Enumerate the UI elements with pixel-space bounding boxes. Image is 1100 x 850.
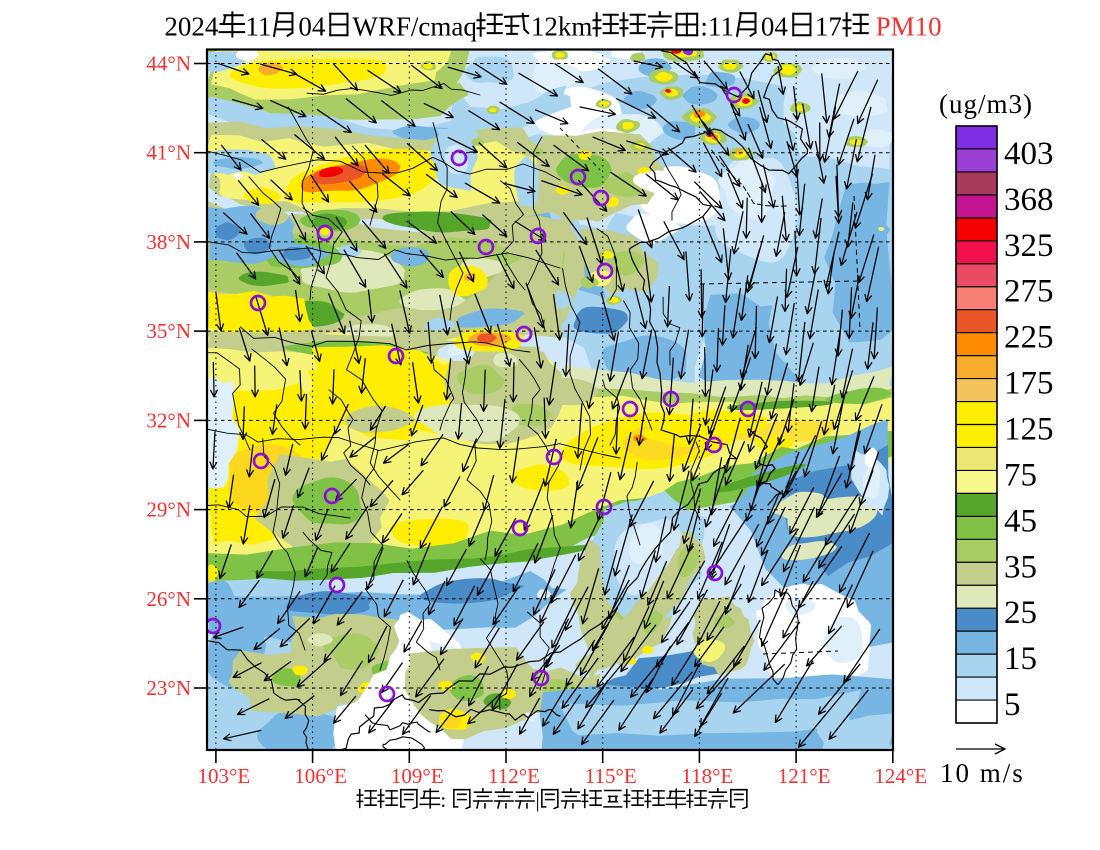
svg-text:121°E: 121°E [778, 764, 831, 788]
svg-text:45: 45 [1004, 503, 1037, 539]
svg-text:112°E: 112°E [488, 764, 540, 788]
svg-text:38°N: 38°N [146, 230, 191, 254]
svg-text:103°E: 103°E [198, 764, 251, 788]
svg-text:75: 75 [1004, 457, 1037, 493]
svg-text:35: 35 [1004, 549, 1037, 585]
svg-text:15: 15 [1004, 641, 1037, 677]
svg-text:25: 25 [1004, 595, 1037, 631]
svg-text:175: 175 [1004, 366, 1054, 402]
svg-text:403: 403 [1004, 136, 1054, 172]
svg-text:41°N: 41°N [146, 141, 191, 165]
svg-text:32°N: 32°N [146, 408, 191, 432]
svg-text:29°N: 29°N [146, 498, 191, 522]
svg-text:35°N: 35°N [146, 319, 191, 343]
svg-text:124°E: 124°E [874, 764, 927, 788]
svg-text:44°N: 44°N [146, 52, 191, 76]
svg-text:5: 5 [1004, 687, 1021, 723]
svg-text:125: 125 [1004, 412, 1054, 448]
svg-text:325: 325 [1004, 228, 1054, 264]
svg-text:26°N: 26°N [146, 587, 191, 611]
svg-text:(ug/m3): (ug/m3) [939, 89, 1033, 119]
svg-text:106°E: 106°E [294, 764, 347, 788]
svg-text:225: 225 [1004, 320, 1054, 356]
svg-text:118°E: 118°E [681, 764, 733, 788]
svg-text:23°N: 23°N [146, 676, 191, 700]
svg-text:115°E: 115°E [585, 764, 637, 788]
svg-text:109°E: 109°E [391, 764, 444, 788]
svg-text:275: 275 [1004, 274, 1054, 310]
svg-text:10 m/s: 10 m/s [940, 758, 1025, 788]
svg-text:368: 368 [1004, 182, 1054, 218]
